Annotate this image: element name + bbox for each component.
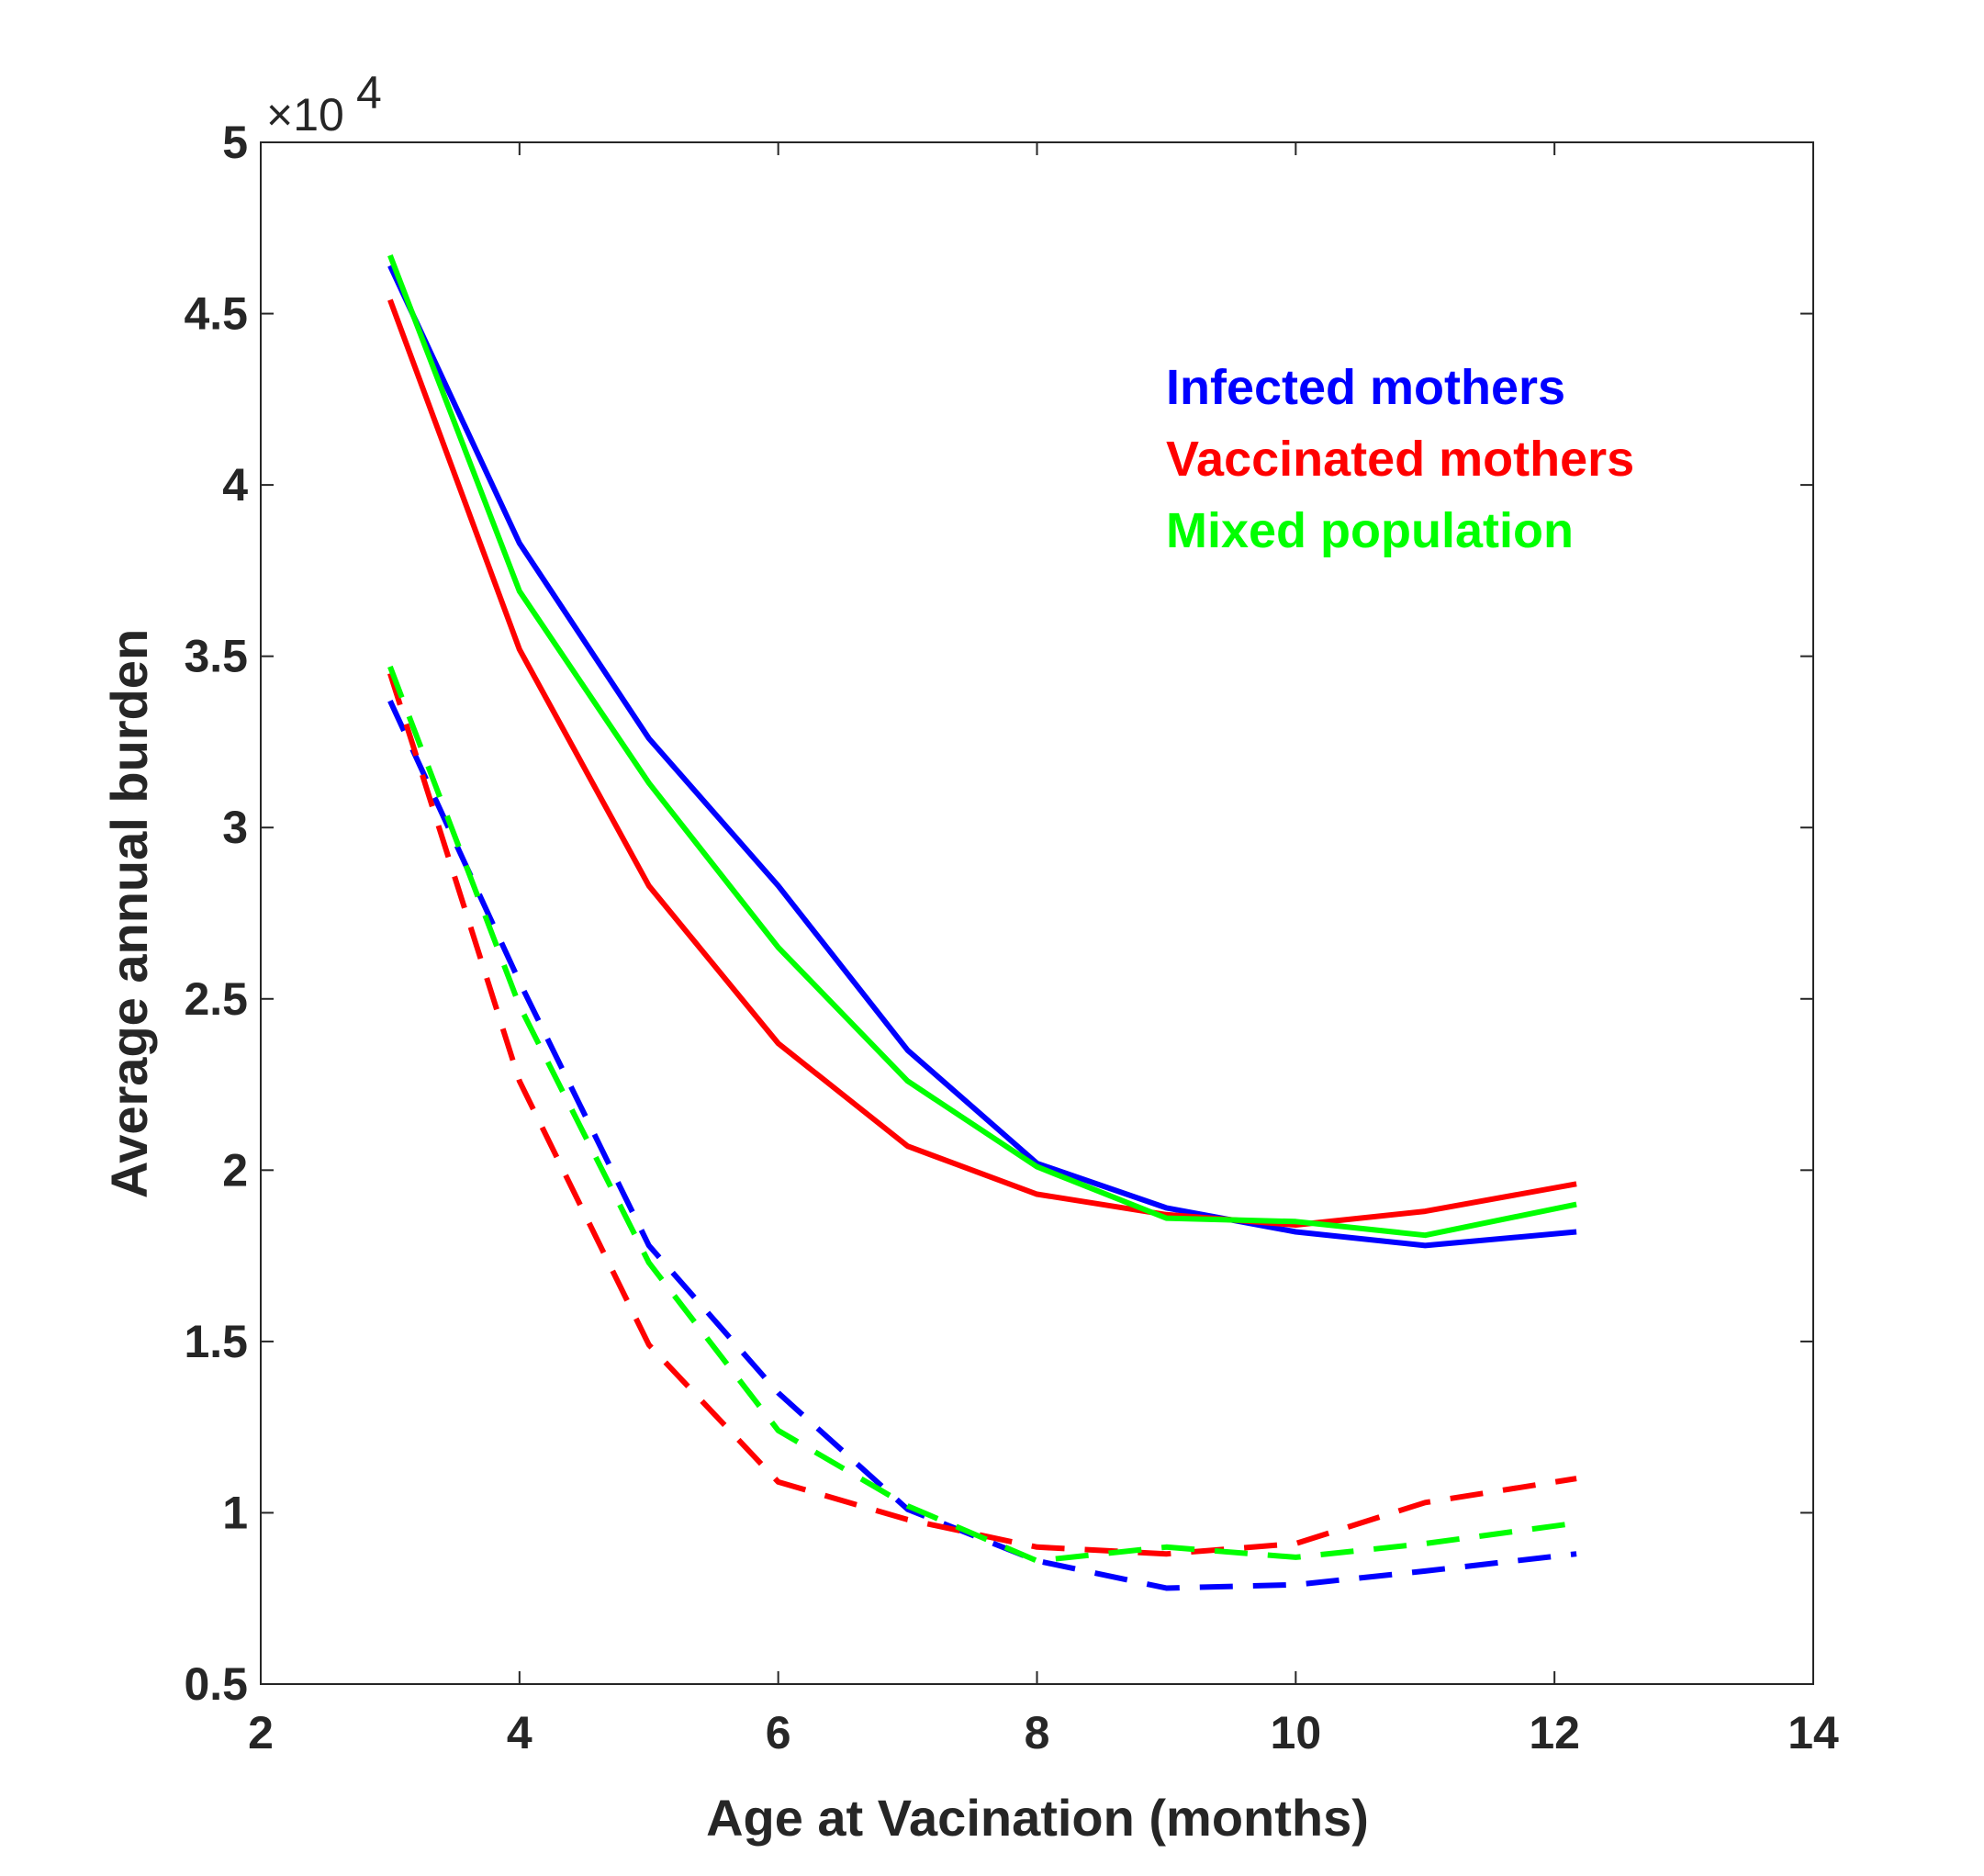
legend-entry-vaccinated-mothers: Vaccinated mothers [1166, 432, 1634, 487]
x-tick-label: 14 [1788, 1707, 1839, 1758]
y-tick-label: 1.5 [184, 1316, 248, 1367]
tick-layer: 2 4 6 8 10 12 14 0.5 1 1.5 2 2.5 3 3.5 4 4.5 5 [184, 117, 1839, 1758]
series-line-solid-0 [387, 264, 1577, 1249]
x-tick-label: 10 [1271, 1707, 1322, 1758]
series-line-solid-2 [387, 254, 1577, 1239]
exponent-power-label: 4 [356, 67, 382, 118]
legend: Infected mothers Vaccinated mothers Mixe… [1166, 360, 1634, 558]
axes-box [260, 141, 1814, 1685]
series-line-dashed-4 [387, 672, 1577, 1557]
y-tick-label: 4 [222, 459, 248, 511]
legend-entry-infected-mothers: Infected mothers [1166, 360, 1565, 415]
x-tick-label: 12 [1529, 1707, 1580, 1758]
y-tick-label: 4.5 [184, 288, 248, 340]
series-layer [387, 254, 1577, 1591]
x-tick-label: 4 [507, 1707, 532, 1758]
y-tick-label: 1 [222, 1487, 248, 1538]
y-axis-label: Average annual burden [100, 629, 158, 1198]
x-tick-label: 8 [1025, 1707, 1050, 1758]
y-tick-label: 2 [222, 1144, 248, 1196]
x-tick-label: 6 [766, 1707, 791, 1758]
plot-area: 2 4 6 8 10 12 14 0.5 1 1.5 2 2.5 3 3.5 4 4.5 5 [184, 117, 1839, 1758]
y-tick-label: 2.5 [184, 973, 248, 1025]
y-tick-label: 5 [222, 117, 248, 168]
series-line-dashed-5 [387, 665, 1577, 1564]
y-tick-label: 0.5 [184, 1658, 248, 1710]
y-tick-label: 3 [222, 802, 248, 853]
exponent-base-label: ×10 [266, 89, 344, 140]
legend-entry-mixed-population: Mixed population [1166, 503, 1574, 558]
x-axis-label: Age at Vacination (months) [706, 1789, 1369, 1847]
y-tick-label: 3.5 [184, 631, 248, 682]
x-tick-label: 2 [248, 1707, 274, 1758]
series-line-solid-1 [387, 298, 1577, 1228]
